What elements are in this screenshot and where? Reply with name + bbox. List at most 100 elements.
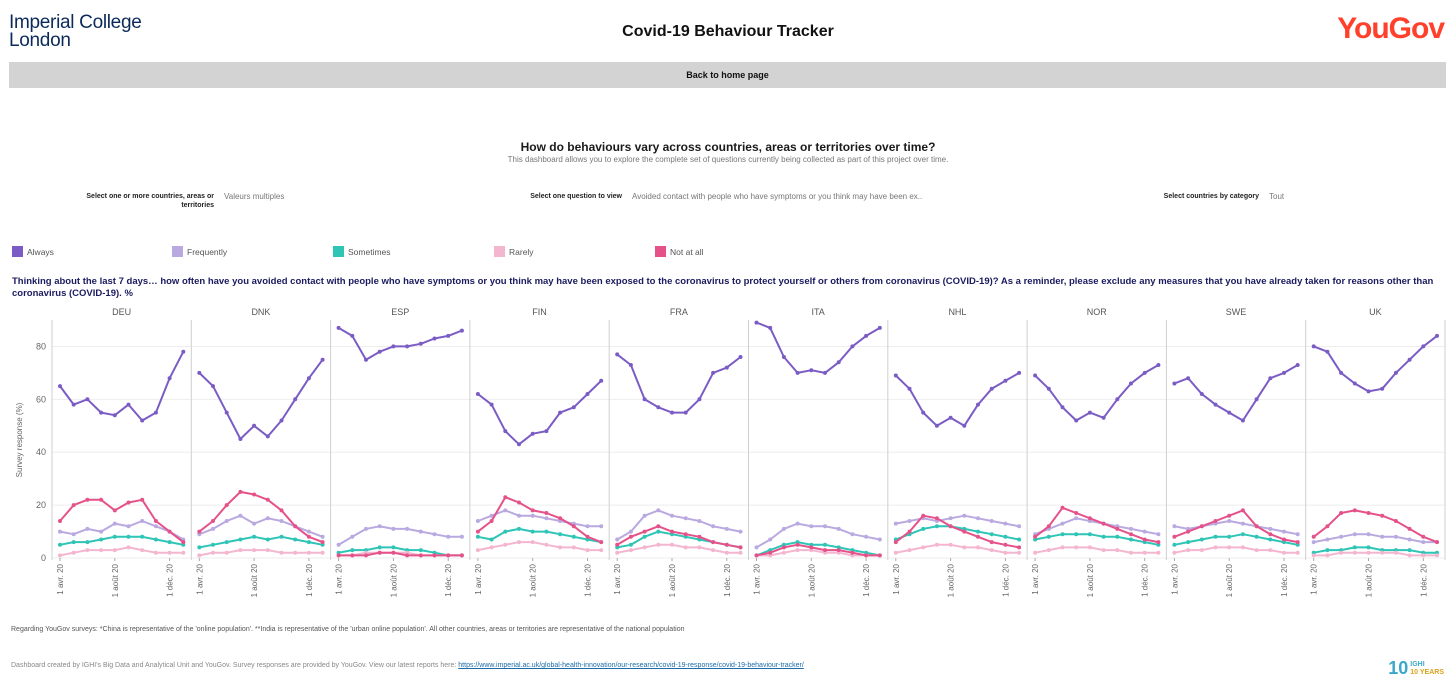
data-point <box>1366 532 1371 537</box>
ighi-mark: 10 <box>1388 658 1409 678</box>
data-point <box>140 519 145 523</box>
data-point <box>1393 550 1398 555</box>
data-point <box>265 548 270 553</box>
legend-label: Rarely <box>509 246 534 257</box>
data-point <box>836 548 841 553</box>
data-point <box>530 540 535 545</box>
data-point <box>517 513 521 518</box>
x-tick-label: 1 avr. 20 <box>335 563 344 594</box>
data-point <box>1074 511 1079 515</box>
data-point <box>364 526 368 531</box>
data-point <box>320 357 325 362</box>
data-point <box>697 519 702 523</box>
data-point <box>976 529 980 534</box>
data-point <box>1407 537 1412 542</box>
data-point <box>934 542 939 547</box>
data-point <box>976 402 980 407</box>
data-point <box>320 550 325 555</box>
data-point <box>711 524 716 529</box>
category-filter-select[interactable]: Tout <box>1269 192 1285 201</box>
data-point <box>976 545 980 550</box>
series-line-frequently <box>198 514 323 538</box>
data-point <box>265 434 270 439</box>
data-point <box>1115 397 1120 402</box>
data-point <box>1268 526 1273 531</box>
data-point <box>58 529 62 534</box>
tracker-link[interactable]: https://www.imperial.ac.uk/global-health… <box>458 662 804 669</box>
legend-item-frequently[interactable]: Frequently <box>172 246 227 257</box>
data-point <box>1172 381 1177 386</box>
question-text: Thinking about the last 7 days… how ofte… <box>12 276 1434 299</box>
series-line-not-at-all <box>1034 506 1159 544</box>
data-point <box>1240 545 1245 550</box>
data-point <box>126 524 131 529</box>
data-point <box>530 508 535 513</box>
ighi-line1: IGHI <box>1410 660 1425 668</box>
data-point <box>1325 553 1330 558</box>
data-point <box>112 508 117 513</box>
data-point <box>1311 540 1316 545</box>
question-filter-select[interactable]: Avoided contact with people who have sym… <box>632 192 923 201</box>
data-point <box>71 550 76 555</box>
data-point <box>1129 532 1133 537</box>
data-point <box>1380 513 1385 518</box>
data-point <box>167 529 172 534</box>
data-point <box>1060 521 1065 526</box>
data-point <box>615 352 620 357</box>
legend-item-sometimes[interactable]: Sometimes <box>333 246 391 257</box>
data-point <box>1295 363 1300 367</box>
data-point <box>585 534 590 539</box>
data-point <box>1227 545 1232 550</box>
data-point <box>99 529 104 534</box>
x-tick-label: 1 déc. 20 <box>584 563 593 596</box>
series-line-sometimes <box>59 535 184 546</box>
data-point <box>893 540 898 545</box>
data-point <box>1254 397 1259 402</box>
data-point <box>293 550 298 555</box>
panel-title-ita: ITA <box>811 307 824 317</box>
data-point <box>475 519 480 523</box>
data-point <box>238 437 243 441</box>
data-point <box>85 397 90 402</box>
countries-filter-select[interactable]: Valeurs multiples <box>224 192 285 201</box>
data-point <box>1115 548 1120 553</box>
data-point <box>1325 548 1330 553</box>
series-line-rarely <box>756 549 880 557</box>
data-point <box>224 410 229 415</box>
data-point <box>517 526 521 531</box>
data-point <box>1186 529 1191 534</box>
data-point <box>1156 550 1161 555</box>
data-point <box>126 545 131 550</box>
data-point <box>58 542 62 547</box>
legend-item-not-at-all[interactable]: Not at all <box>655 246 704 257</box>
data-point <box>628 542 633 547</box>
data-point <box>558 410 563 415</box>
legend-item-always[interactable]: Always <box>12 246 54 257</box>
legend-item-rarely[interactable]: Rarely <box>494 246 534 257</box>
data-point <box>197 370 202 375</box>
series-line-rarely <box>895 543 1020 554</box>
data-point <box>1268 376 1273 381</box>
data-point <box>140 548 145 553</box>
data-point <box>1129 381 1133 386</box>
series-line-always <box>338 327 463 361</box>
data-point <box>306 550 311 555</box>
data-point <box>1282 370 1286 375</box>
data-point <box>320 540 325 545</box>
data-point <box>585 548 590 553</box>
panel-title-deu: DEU <box>112 307 131 317</box>
x-tick-label: 1 avr. 20 <box>195 563 204 594</box>
series-line-rarely <box>199 549 323 557</box>
data-point <box>252 548 257 553</box>
data-point <box>544 429 549 434</box>
data-point <box>823 524 827 529</box>
data-point <box>656 542 661 547</box>
data-point <box>530 513 535 518</box>
x-tick-label: 1 août 20 <box>111 563 120 597</box>
back-to-home-button[interactable]: Back to home page <box>9 62 1446 88</box>
data-point <box>71 503 76 508</box>
data-point <box>989 540 994 545</box>
data-point <box>1129 537 1133 542</box>
category-filter-label: Select countries by category <box>1163 193 1259 200</box>
legend-label: Always <box>27 246 54 257</box>
